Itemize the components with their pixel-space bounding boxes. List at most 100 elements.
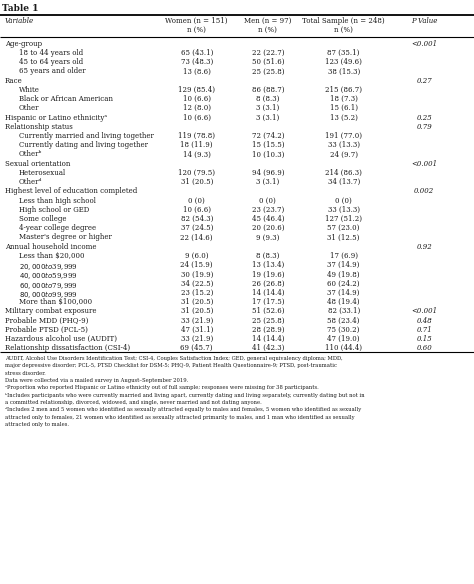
Text: $20,000 to $39,999: $20,000 to $39,999 bbox=[19, 261, 78, 272]
Text: 20 (20.6): 20 (20.6) bbox=[252, 224, 284, 232]
Text: 13 (13.4): 13 (13.4) bbox=[252, 261, 284, 269]
Text: $60,000 to $79,999: $60,000 to $79,999 bbox=[19, 280, 78, 291]
Text: Heterosexual: Heterosexual bbox=[19, 169, 66, 177]
Text: 19 (19.6): 19 (19.6) bbox=[252, 270, 284, 279]
Text: 37 (24.5): 37 (24.5) bbox=[181, 224, 213, 232]
Text: n (%): n (%) bbox=[187, 26, 206, 34]
Text: 51 (52.6): 51 (52.6) bbox=[252, 307, 284, 315]
Text: 94 (96.9): 94 (96.9) bbox=[252, 169, 284, 177]
Text: High school or GED: High school or GED bbox=[19, 206, 89, 214]
Text: 9 (9.3): 9 (9.3) bbox=[256, 234, 280, 241]
Text: 69 (45.7): 69 (45.7) bbox=[181, 344, 213, 352]
Text: 48 (19.4): 48 (19.4) bbox=[328, 298, 360, 306]
Text: 22 (14.6): 22 (14.6) bbox=[181, 234, 213, 241]
Text: Other: Other bbox=[19, 105, 39, 112]
Text: 25 (25.8): 25 (25.8) bbox=[252, 67, 284, 75]
Text: 38 (15.3): 38 (15.3) bbox=[328, 67, 360, 75]
Text: ᵇIncludes participants who were currently married and living apart, currently da: ᵇIncludes participants who were currentl… bbox=[5, 392, 365, 398]
Text: 119 (78.8): 119 (78.8) bbox=[178, 132, 215, 140]
Text: a committed relationship, divorced, widowed, and single, never married and not d: a committed relationship, divorced, wido… bbox=[5, 400, 262, 405]
Text: n (%): n (%) bbox=[258, 26, 277, 34]
Text: Less than high school: Less than high school bbox=[19, 197, 96, 204]
Text: 18 to 44 years old: 18 to 44 years old bbox=[19, 49, 83, 57]
Text: Hazardous alcohol use (AUDIT): Hazardous alcohol use (AUDIT) bbox=[5, 335, 117, 343]
Text: 120 (79.5): 120 (79.5) bbox=[178, 169, 215, 177]
Text: 34 (22.5): 34 (22.5) bbox=[181, 280, 213, 287]
Text: $80,000 to $99,999: $80,000 to $99,999 bbox=[19, 289, 78, 300]
Text: Variable: Variable bbox=[5, 17, 34, 25]
Text: 34 (13.7): 34 (13.7) bbox=[328, 178, 360, 186]
Text: 13 (5.2): 13 (5.2) bbox=[330, 113, 357, 121]
Text: Less than $20,000: Less than $20,000 bbox=[19, 252, 84, 260]
Text: 50 (51.6): 50 (51.6) bbox=[252, 58, 284, 66]
Text: ᵃProportion who reported Hispanic or Latino ethnicity out of full sample; respon: ᵃProportion who reported Hispanic or Lat… bbox=[5, 385, 319, 390]
Text: 75 (30.2): 75 (30.2) bbox=[328, 326, 360, 333]
Text: Relationship status: Relationship status bbox=[5, 123, 73, 131]
Text: White: White bbox=[19, 86, 40, 94]
Text: Sexual orientation: Sexual orientation bbox=[5, 159, 70, 168]
Text: 15 (15.5): 15 (15.5) bbox=[252, 141, 284, 149]
Text: Race: Race bbox=[5, 77, 22, 85]
Text: Relationship dissatisfaction (CSI-4): Relationship dissatisfaction (CSI-4) bbox=[5, 344, 130, 352]
Text: 12 (8.0): 12 (8.0) bbox=[182, 105, 211, 112]
Text: 18 (11.9): 18 (11.9) bbox=[181, 141, 213, 149]
Text: 0 (0): 0 (0) bbox=[188, 197, 205, 204]
Text: 14 (14.4): 14 (14.4) bbox=[252, 335, 284, 343]
Text: 25 (25.8): 25 (25.8) bbox=[252, 317, 284, 325]
Text: 33 (13.3): 33 (13.3) bbox=[328, 141, 360, 149]
Text: 18 (7.3): 18 (7.3) bbox=[330, 95, 357, 103]
Text: 0.25: 0.25 bbox=[416, 113, 432, 121]
Text: 65 years and older: 65 years and older bbox=[19, 67, 86, 75]
Text: 17 (6.9): 17 (6.9) bbox=[329, 252, 358, 260]
Text: 15 (6.1): 15 (6.1) bbox=[329, 105, 358, 112]
Text: 58 (23.4): 58 (23.4) bbox=[328, 317, 360, 325]
Text: $40,000 to $59,999: $40,000 to $59,999 bbox=[19, 270, 78, 281]
Text: 17 (17.5): 17 (17.5) bbox=[252, 298, 284, 306]
Text: 23 (23.7): 23 (23.7) bbox=[252, 206, 284, 214]
Text: 86 (88.7): 86 (88.7) bbox=[252, 86, 284, 94]
Text: 0.71: 0.71 bbox=[416, 326, 432, 333]
Text: Some college: Some college bbox=[19, 215, 66, 223]
Text: 49 (19.8): 49 (19.8) bbox=[328, 270, 360, 279]
Text: 33 (21.9): 33 (21.9) bbox=[181, 335, 213, 343]
Text: attracted only to females, 21 women who identified as sexually attracted primari: attracted only to females, 21 women who … bbox=[5, 415, 355, 419]
Text: Men (n = 97): Men (n = 97) bbox=[244, 17, 292, 25]
Text: 9 (6.0): 9 (6.0) bbox=[185, 252, 209, 260]
Text: 0.92: 0.92 bbox=[416, 243, 432, 251]
Text: 0.15: 0.15 bbox=[416, 335, 432, 343]
Text: 0 (0): 0 (0) bbox=[259, 197, 276, 204]
Text: More than $100,000: More than $100,000 bbox=[19, 298, 92, 306]
Text: 30 (19.9): 30 (19.9) bbox=[181, 270, 213, 279]
Text: 72 (74.2): 72 (74.2) bbox=[252, 132, 284, 140]
Text: Hispanic or Latino ethnicityᵃ: Hispanic or Latino ethnicityᵃ bbox=[5, 113, 107, 121]
Text: 26 (26.8): 26 (26.8) bbox=[252, 280, 284, 287]
Text: Currently dating and living together: Currently dating and living together bbox=[19, 141, 148, 149]
Text: 110 (44.4): 110 (44.4) bbox=[325, 344, 362, 352]
Text: <0.001: <0.001 bbox=[411, 40, 438, 48]
Text: n (%): n (%) bbox=[334, 26, 353, 34]
Text: 33 (13.3): 33 (13.3) bbox=[328, 206, 360, 214]
Text: 37 (14.9): 37 (14.9) bbox=[328, 289, 360, 297]
Text: 14 (9.3): 14 (9.3) bbox=[183, 151, 210, 158]
Text: 60 (24.2): 60 (24.2) bbox=[328, 280, 360, 287]
Text: 0 (0): 0 (0) bbox=[335, 197, 352, 204]
Text: Table 1: Table 1 bbox=[2, 4, 39, 13]
Text: 13 (8.6): 13 (8.6) bbox=[183, 67, 210, 75]
Text: <0.001: <0.001 bbox=[411, 159, 438, 168]
Text: 73 (48.3): 73 (48.3) bbox=[181, 58, 213, 66]
Text: 47 (19.0): 47 (19.0) bbox=[328, 335, 360, 343]
Text: 87 (35.1): 87 (35.1) bbox=[328, 49, 360, 57]
Text: AUDIT, Alcohol Use Disorders Identification Test; CSI-4, Couples Satisfaction In: AUDIT, Alcohol Use Disorders Identificat… bbox=[5, 356, 342, 361]
Text: 8 (8.3): 8 (8.3) bbox=[256, 95, 280, 103]
Text: 8 (8.3): 8 (8.3) bbox=[256, 252, 280, 260]
Text: 0.60: 0.60 bbox=[416, 344, 432, 352]
Text: 31 (20.5): 31 (20.5) bbox=[181, 298, 213, 306]
Text: Age-group: Age-group bbox=[5, 40, 42, 48]
Text: Black or African American: Black or African American bbox=[19, 95, 113, 103]
Text: 14 (14.4): 14 (14.4) bbox=[252, 289, 284, 297]
Text: Probable PTSD (PCL-5): Probable PTSD (PCL-5) bbox=[5, 326, 88, 333]
Text: P Value: P Value bbox=[411, 17, 438, 25]
Text: Probable MDD (PHQ-9): Probable MDD (PHQ-9) bbox=[5, 317, 88, 325]
Text: 3 (3.1): 3 (3.1) bbox=[256, 178, 280, 186]
Text: Military combat exposure: Military combat exposure bbox=[5, 307, 96, 315]
